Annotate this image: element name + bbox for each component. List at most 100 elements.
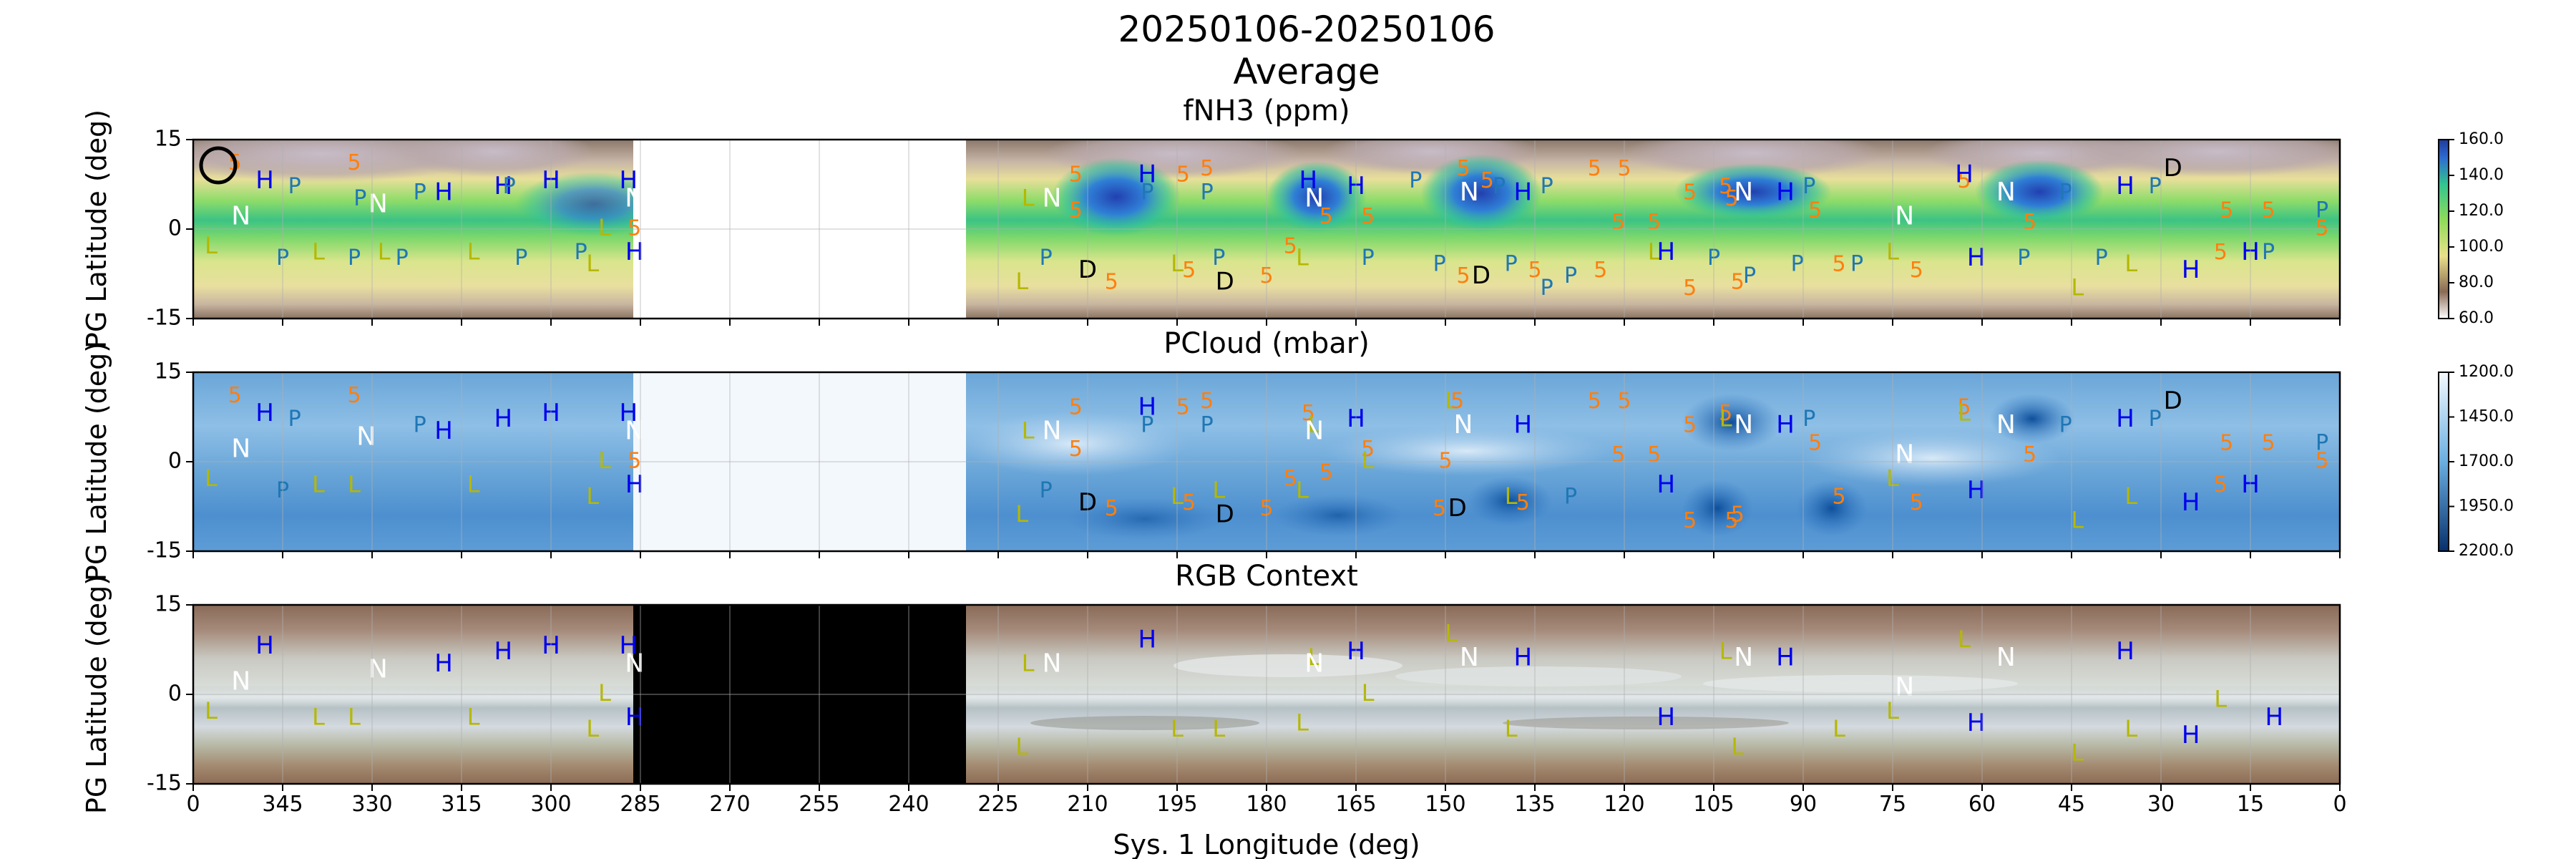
feature-marker-five: 5 <box>1910 258 1923 283</box>
feature-marker-l: L <box>1296 477 1309 504</box>
feature-marker-n: N <box>231 434 250 463</box>
feature-marker-h: H <box>2265 703 2284 732</box>
feature-marker-l: L <box>1445 620 1458 647</box>
feature-marker-five: 5 <box>1957 395 1971 420</box>
feature-marker-l: L <box>1022 417 1035 444</box>
feature-marker-five: 5 <box>1611 442 1625 467</box>
feature-marker-p: P <box>2059 413 2072 438</box>
x-tick-label: 0 <box>2333 792 2346 817</box>
feature-marker-five: 5 <box>2261 198 2275 223</box>
figure-title: 20250106-20250106 <box>1118 9 1495 50</box>
feature-marker-n: N <box>231 201 250 230</box>
feature-marker-h: H <box>625 470 644 499</box>
feature-marker-l: L <box>2124 250 2137 277</box>
colorbar-tick-label: 140.0 <box>2459 166 2504 184</box>
feature-marker-l: L <box>1505 715 1518 742</box>
feature-marker-l: L <box>1308 644 1321 671</box>
feature-marker-five: 5 <box>1731 503 1745 528</box>
y-axis-label: PG Latitude (deg) <box>81 342 112 581</box>
feature-marker-n: N <box>356 422 376 452</box>
feature-marker-n: N <box>231 666 250 696</box>
feature-marker-d: D <box>1448 494 1467 523</box>
feature-marker-five: 5 <box>1176 162 1190 188</box>
feature-marker-n: N <box>1460 643 1479 672</box>
feature-marker-p: P <box>1212 246 1225 271</box>
feature-marker-l: L <box>2071 506 2084 533</box>
feature-marker-five: 5 <box>628 216 641 241</box>
feature-marker-p: P <box>1493 174 1506 199</box>
feature-marker-five: 5 <box>1719 401 1732 426</box>
feature-marker-p: P <box>503 174 516 199</box>
feature-marker-h: H <box>1657 470 1676 499</box>
feature-marker-five: 5 <box>1588 389 1601 414</box>
feature-marker-five: 5 <box>347 150 361 175</box>
feature-marker-five: 5 <box>2214 240 2228 265</box>
feature-marker-five: 5 <box>1516 490 1530 515</box>
feature-marker-five: 5 <box>1105 496 1118 521</box>
feature-marker-five: 5 <box>1182 258 1196 283</box>
feature-marker-five: 5 <box>1594 258 1607 283</box>
feature-marker-p: P <box>2059 180 2072 205</box>
feature-marker-five: 5 <box>1433 496 1446 521</box>
feature-marker-p: P <box>2316 431 2328 456</box>
feature-marker-l: L <box>1362 679 1375 707</box>
feature-marker-five: 5 <box>2023 210 2036 235</box>
feature-marker-l: L <box>467 703 480 730</box>
panel-title-fnh3: fNH3 (ppm) <box>1183 94 1350 127</box>
beam-size-marker <box>199 146 238 185</box>
feature-marker-five: 5 <box>1910 490 1923 515</box>
x-tick-label: 105 <box>1693 792 1734 817</box>
feature-marker-p: P <box>1564 263 1577 288</box>
feature-marker-h: H <box>1514 644 1533 672</box>
x-tick-label: 240 <box>888 792 929 817</box>
feature-marker-five: 5 <box>1808 198 1822 223</box>
feature-marker-p: P <box>414 180 426 205</box>
feature-marker-h: H <box>434 649 453 678</box>
x-tick-label: 225 <box>977 792 1018 817</box>
feature-marker-n: N <box>369 190 388 219</box>
feature-marker-l: L <box>1731 733 1744 760</box>
feature-marker-five: 5 <box>1456 263 1470 288</box>
x-tick-label: 180 <box>1246 792 1287 817</box>
feature-marker-five: 5 <box>1069 198 1083 223</box>
feature-marker-p: P <box>414 413 426 438</box>
feature-marker-h: H <box>255 631 274 660</box>
feature-marker-n: N <box>1895 201 1914 230</box>
x-tick-label: 315 <box>441 792 482 817</box>
panel-title-rgb: RGB Context <box>1175 560 1358 593</box>
feature-marker-five: 5 <box>2220 431 2233 456</box>
feature-marker-p: P <box>2262 240 2275 265</box>
feature-marker-five: 5 <box>1957 168 1971 193</box>
feature-marker-l: L <box>586 715 599 742</box>
feature-marker-five: 5 <box>1731 270 1745 295</box>
feature-marker-l: L <box>467 238 480 265</box>
feature-marker-n: N <box>625 416 644 445</box>
feature-marker-five: 5 <box>1456 156 1470 181</box>
x-tick-label: 30 <box>2147 792 2175 817</box>
feature-marker-n: N <box>369 655 388 684</box>
feature-marker-l: L <box>598 447 611 474</box>
feature-marker-l: L <box>1648 238 1661 265</box>
feature-marker-five: 5 <box>1105 270 1118 295</box>
feature-marker-five: 5 <box>1284 467 1297 492</box>
feature-marker-d: D <box>1216 500 1234 529</box>
feature-marker-five: 5 <box>2261 431 2275 456</box>
feature-marker-l: L <box>205 697 218 724</box>
feature-marker-p: P <box>353 186 366 211</box>
feature-marker-p: P <box>575 240 587 265</box>
feature-marker-l: L <box>312 238 325 265</box>
feature-marker-h: H <box>255 166 274 195</box>
x-tick-label: 60 <box>1968 792 1996 817</box>
feature-marker-five: 5 <box>2315 216 2328 241</box>
feature-marker-p: P <box>2149 407 2162 432</box>
feature-marker-d: D <box>1216 268 1234 296</box>
feature-marker-h: H <box>1955 160 1974 189</box>
feature-marker-p: P <box>2316 198 2328 223</box>
feature-marker-five: 5 <box>1176 395 1190 420</box>
colorbar-tick-label: 160.0 <box>2459 130 2504 148</box>
feature-marker-n: N <box>1734 643 1753 672</box>
y-axis-label: PG Latitude (deg) <box>81 110 112 349</box>
